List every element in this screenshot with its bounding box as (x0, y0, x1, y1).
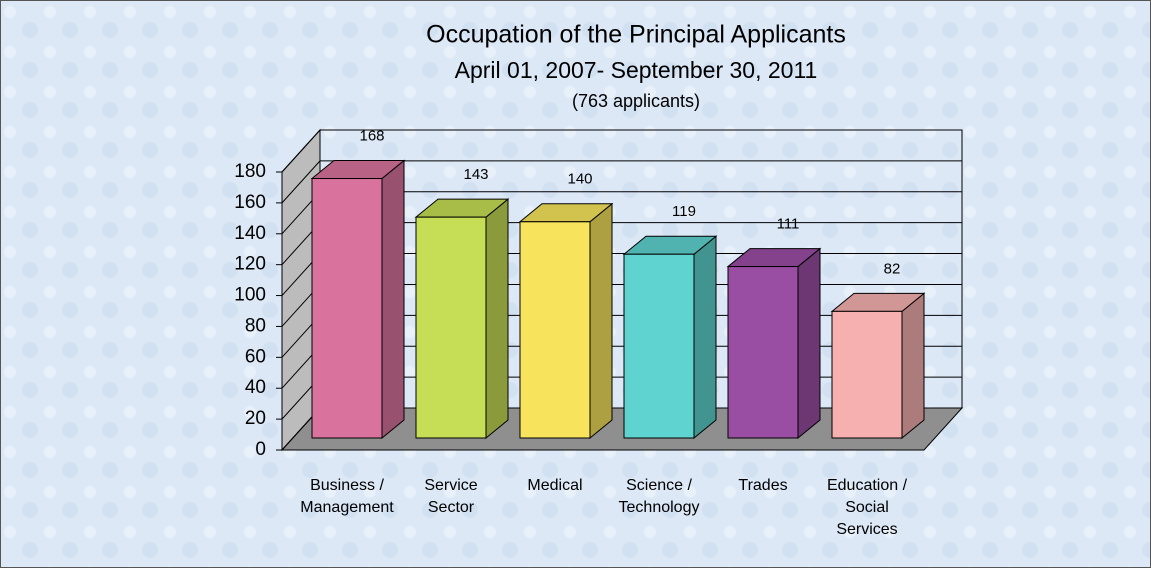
x-tick-label: Management (300, 499, 394, 516)
value-label: 82 (884, 260, 901, 277)
y-tick-label: 20 (245, 408, 266, 429)
x-tick-label: Services (836, 521, 897, 538)
x-tick-label: Science / (626, 477, 692, 494)
bar (831, 310, 903, 439)
bar (727, 266, 799, 439)
side-grid-line (281, 160, 321, 204)
bar-side (485, 198, 509, 440)
x-tick-label: Business / (310, 477, 384, 494)
bar (623, 253, 695, 439)
bar-side (381, 159, 405, 440)
bar-side (693, 235, 717, 440)
y-tick-label: 140 (234, 223, 266, 244)
bar-side (901, 292, 925, 440)
chart-title: Occupation of the Principal Applicants (426, 21, 846, 49)
x-tick-label: Trades (738, 477, 787, 494)
bar (311, 178, 383, 439)
bar (519, 221, 591, 439)
bar-side (797, 247, 821, 440)
x-tick-label: Social (845, 499, 889, 516)
bar-side (589, 202, 613, 440)
y-tick-label: 100 (234, 285, 266, 306)
chart-note: (763 applicants) (572, 91, 700, 111)
value-label: 143 (463, 166, 488, 183)
bar (415, 216, 487, 439)
x-tick-label: Service (424, 477, 477, 494)
y-tick-label: 60 (245, 346, 266, 367)
x-tick-label: Sector (428, 499, 475, 516)
y-tick-label: 120 (234, 254, 266, 275)
value-label: 119 (672, 203, 696, 220)
value-label: 140 (567, 171, 592, 188)
y-tick-label: 0 (255, 439, 266, 460)
y-tick-label: 80 (245, 315, 266, 336)
x-tick-label: Technology (619, 499, 700, 516)
y-tick-label: 180 (234, 161, 266, 182)
chart-subtitle: April 01, 2007- September 30, 2011 (455, 57, 818, 83)
x-tick-label: Medical (527, 477, 582, 494)
side-grid-line (281, 129, 321, 173)
y-tick-label: 40 (245, 377, 266, 398)
y-tick-label: 160 (234, 192, 266, 213)
value-label: 168 (359, 128, 384, 145)
value-label: 111 (777, 216, 800, 233)
x-tick-label: Education / (827, 477, 908, 494)
